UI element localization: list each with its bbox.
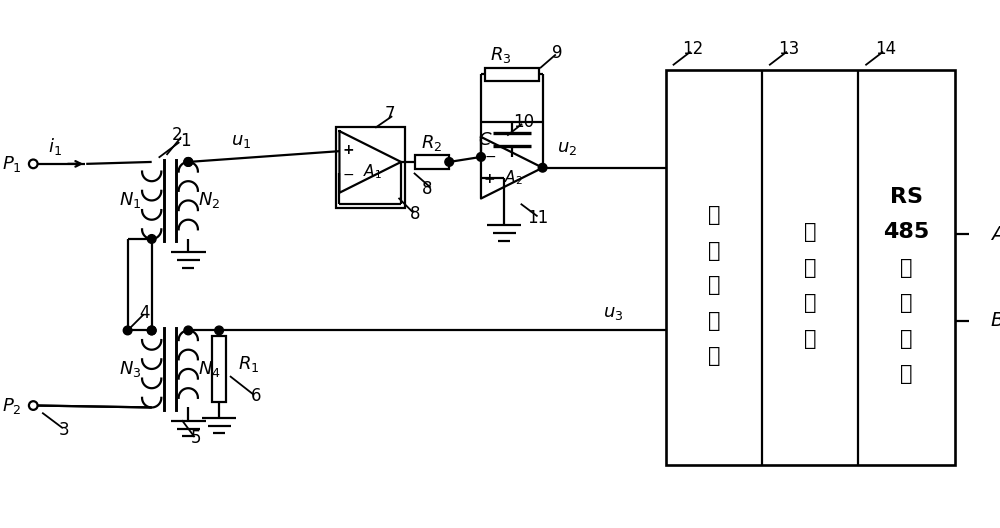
Text: 通: 通	[900, 258, 913, 278]
Bar	[666, 70, 955, 465]
Text: 1: 1	[180, 132, 191, 150]
Text: $R_1$: $R_1$	[238, 354, 260, 374]
Text: $C$: $C$	[478, 131, 492, 149]
Text: $A_2$: $A_2$	[504, 168, 523, 187]
Bar	[212, 336, 226, 402]
Text: 讯: 讯	[900, 294, 913, 314]
Text: 接: 接	[900, 329, 913, 349]
Text: 器: 器	[708, 346, 720, 366]
Bar	[485, 68, 539, 81]
Text: 微: 微	[804, 222, 817, 242]
Text: 485: 485	[883, 222, 930, 242]
Text: 数: 数	[708, 241, 720, 260]
Text: 8: 8	[410, 205, 421, 223]
Text: 模: 模	[708, 205, 720, 225]
Text: 13: 13	[778, 40, 800, 58]
Text: +: +	[342, 144, 354, 157]
Circle shape	[147, 234, 156, 243]
Text: 2: 2	[171, 126, 182, 144]
Text: $-$: $-$	[342, 166, 354, 181]
Bar	[415, 155, 449, 168]
Text: 器: 器	[804, 329, 817, 349]
Circle shape	[445, 157, 454, 166]
Text: $N_2$: $N_2$	[198, 191, 221, 211]
Text: $N_1$: $N_1$	[119, 191, 142, 211]
Text: $A$: $A$	[990, 224, 1000, 243]
Text: RS: RS	[890, 186, 923, 206]
Text: 7: 7	[384, 105, 395, 123]
Text: 5: 5	[191, 429, 201, 447]
Text: $u_3$: $u_3$	[603, 304, 623, 322]
Text: +: +	[484, 172, 495, 186]
Circle shape	[215, 326, 223, 335]
Circle shape	[477, 153, 485, 161]
Text: $P_2$: $P_2$	[2, 395, 22, 416]
Text: 处: 处	[804, 258, 817, 278]
Circle shape	[184, 326, 193, 335]
Text: 8: 8	[422, 180, 432, 198]
Text: $P_1$: $P_1$	[2, 154, 22, 174]
Circle shape	[184, 157, 193, 166]
Circle shape	[147, 326, 156, 335]
Text: $R_3$: $R_3$	[490, 45, 511, 65]
Text: $B$: $B$	[990, 312, 1000, 331]
Text: $i_1$: $i_1$	[48, 136, 61, 157]
Text: 6: 6	[250, 387, 261, 405]
Text: 9: 9	[552, 44, 562, 62]
Text: 3: 3	[59, 421, 69, 439]
Text: 14: 14	[875, 40, 896, 58]
Text: $N_4$: $N_4$	[198, 359, 221, 379]
Text: $u_2$: $u_2$	[557, 139, 577, 157]
Circle shape	[184, 157, 193, 166]
Circle shape	[538, 163, 547, 172]
Text: $A_1$: $A_1$	[363, 162, 382, 181]
Text: 换: 换	[708, 311, 720, 331]
Text: 10: 10	[513, 114, 534, 131]
Text: 12: 12	[682, 40, 703, 58]
Text: 11: 11	[527, 209, 548, 227]
Text: $R_2$: $R_2$	[421, 133, 443, 153]
Circle shape	[123, 326, 132, 335]
Text: $N_3$: $N_3$	[119, 359, 142, 379]
Text: $u_1$: $u_1$	[231, 132, 251, 150]
Text: 4: 4	[140, 304, 150, 322]
Bar	[336, 127, 405, 208]
Text: $-$: $-$	[484, 149, 496, 163]
Circle shape	[147, 326, 156, 335]
Text: 转: 转	[708, 275, 720, 295]
Text: 理: 理	[804, 294, 817, 314]
Text: 口: 口	[900, 364, 913, 384]
